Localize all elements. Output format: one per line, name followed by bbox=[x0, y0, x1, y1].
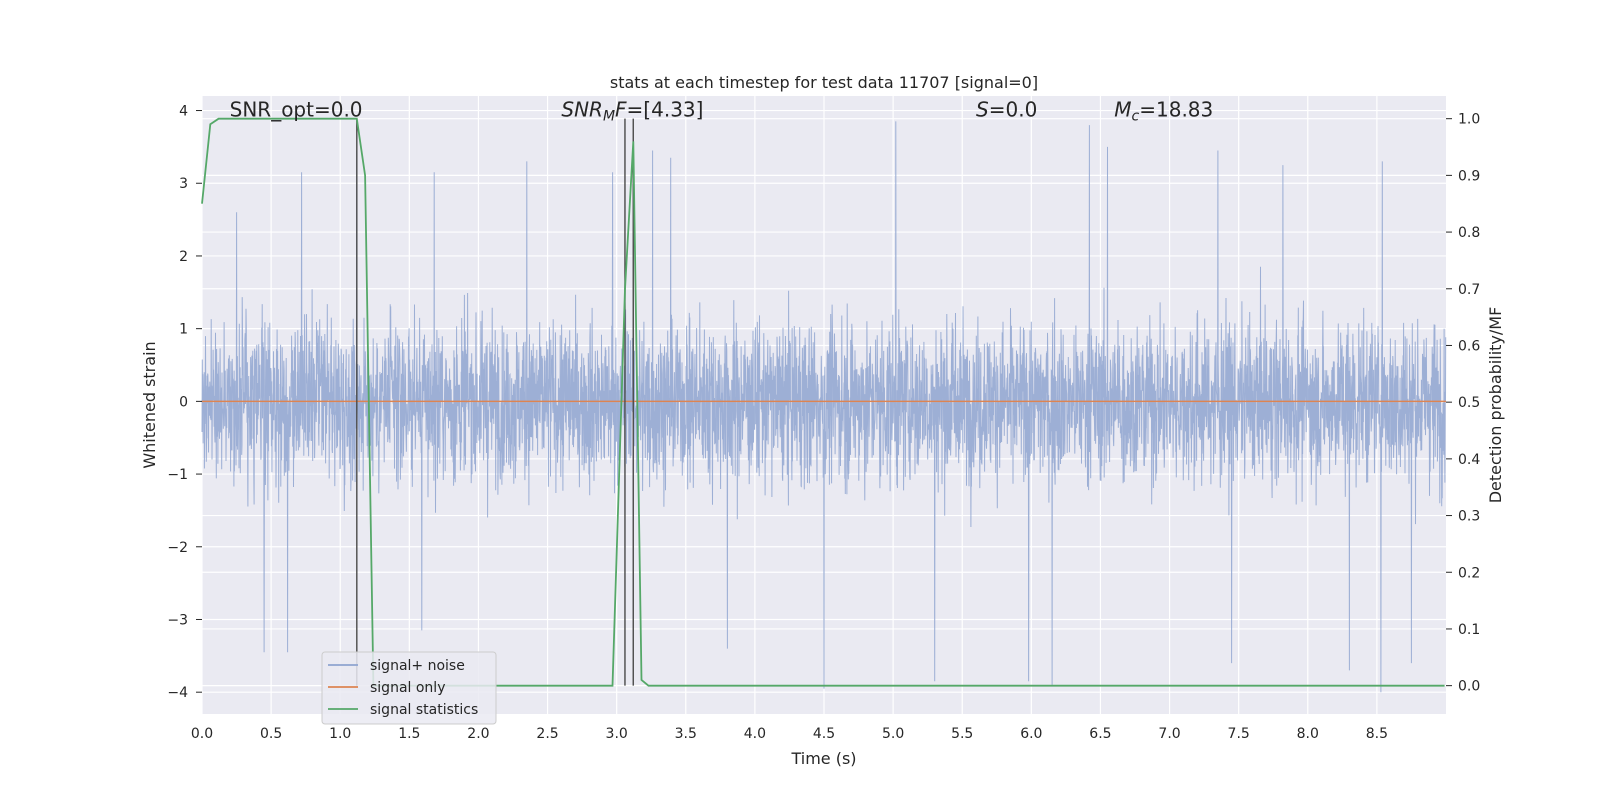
x-tick-label: 6.0 bbox=[1020, 726, 1042, 742]
y-right-tick-label: 0.7 bbox=[1458, 282, 1480, 298]
x-tick-label: 0.5 bbox=[260, 726, 282, 742]
y-right-tick-label: 0.0 bbox=[1458, 679, 1480, 695]
series-signal-noise bbox=[201, 121, 1447, 693]
x-tick-label: 5.5 bbox=[951, 726, 973, 742]
series-path-signal-noise bbox=[201, 121, 1447, 693]
x-tick-label: 0.0 bbox=[191, 726, 213, 742]
series-path-signal-statistics bbox=[201, 117, 1445, 687]
annotation-part: =18.83 bbox=[1139, 98, 1213, 122]
y-axis-label: Whitened strain bbox=[140, 341, 159, 468]
y-tick-label: −3 bbox=[167, 612, 188, 628]
y-tick-label: 3 bbox=[179, 176, 188, 192]
x-tick-label: 3.5 bbox=[675, 726, 697, 742]
y-right-tick-label: 0.6 bbox=[1458, 338, 1480, 354]
y-tick-label: 1 bbox=[179, 322, 188, 338]
y-tick-label: 2 bbox=[179, 249, 188, 265]
series-signal-statistics bbox=[201, 117, 1445, 687]
x-tick-label: 3.0 bbox=[606, 726, 628, 742]
annotation-text: S=0.0 bbox=[976, 98, 1037, 122]
vertical-markers bbox=[356, 118, 634, 686]
annotation-text: Mc=18.83 bbox=[1114, 98, 1213, 125]
x-tick-label: 1.5 bbox=[398, 726, 420, 742]
y-tick-label: 0 bbox=[179, 394, 188, 410]
annotation-part: =0.0 bbox=[989, 98, 1038, 122]
legend-box bbox=[321, 651, 497, 725]
x-tick-label: 7.5 bbox=[1228, 726, 1250, 742]
y-right-tick-label: 0.3 bbox=[1458, 509, 1480, 525]
x-tick-label: 5.0 bbox=[882, 726, 904, 742]
legend-label-signal-only: signal only bbox=[370, 680, 445, 696]
y-axis-right: 0.0 0.1 0.2 0.3 0.4 0.5 0.6 0.7 0.8 0.9 1.0 bbox=[1446, 112, 1480, 695]
annotation-part: SNR_opt=0.0 bbox=[230, 98, 363, 122]
annotation-part: S bbox=[976, 98, 989, 122]
chart-title: stats at each timestep for test data 117… bbox=[610, 73, 1038, 92]
annotation-part: M bbox=[1114, 98, 1131, 122]
legend: signal+ noise signal only signal statist… bbox=[321, 651, 497, 725]
annotation-part: =[4.33] bbox=[627, 98, 704, 122]
x-tick-label: 2.0 bbox=[467, 726, 489, 742]
x-axis-label: Time (s) bbox=[790, 749, 856, 768]
y-right-tick-label: 0.4 bbox=[1458, 452, 1480, 468]
x-tick-label: 1.0 bbox=[329, 726, 351, 742]
x-tick-label: 7.0 bbox=[1158, 726, 1180, 742]
y-right-tick-label: 0.2 bbox=[1458, 565, 1480, 581]
y-right-tick-label: 0.1 bbox=[1458, 622, 1480, 638]
x-tick-label: 4.5 bbox=[813, 726, 835, 742]
annotation-part: M bbox=[603, 109, 615, 125]
y-right-tick-label: 0.9 bbox=[1458, 168, 1480, 184]
y-right-tick-label: 1.0 bbox=[1458, 112, 1480, 128]
x-tick-label: 4.0 bbox=[744, 726, 766, 742]
x-tick-label: 6.5 bbox=[1089, 726, 1111, 742]
x-axis: 0.0 0.5 1.0 1.5 2.0 2.5 3.0 3.5 4.0 4.5 5.0 5.5 6.0 6… bbox=[191, 726, 1388, 742]
y-tick-label: −2 bbox=[167, 540, 188, 556]
annotation-part: SNR bbox=[561, 98, 603, 122]
legend-label-signal-noise: signal+ noise bbox=[370, 658, 465, 674]
annotations: SNR_opt=0.0 SNRMF=[4.33] S=0.0 Mc=18.83 bbox=[230, 98, 1214, 125]
x-tick-label: 2.5 bbox=[536, 726, 558, 742]
y-axis-left: −4 −3 −2 −1 0 1 2 3 4 bbox=[167, 104, 202, 701]
y-tick-label: −4 bbox=[167, 685, 188, 701]
annotation-text: SNR_opt=0.0 bbox=[230, 98, 363, 122]
annotation-part: F bbox=[615, 98, 627, 122]
y-tick-label: 4 bbox=[179, 104, 188, 120]
legend-label-signal-statistics: signal statistics bbox=[370, 702, 478, 718]
annotation-text: SNRMF=[4.33] bbox=[561, 98, 703, 125]
y-right-tick-label: 0.8 bbox=[1458, 225, 1480, 241]
y-axis-right-label: Detection probability/MF bbox=[1486, 307, 1505, 504]
x-tick-label: 8.5 bbox=[1366, 726, 1388, 742]
annotation-part: c bbox=[1132, 109, 1140, 125]
y-tick-label: −1 bbox=[167, 467, 188, 483]
x-tick-label: 8.0 bbox=[1297, 726, 1319, 742]
y-right-tick-label: 0.5 bbox=[1458, 395, 1480, 411]
